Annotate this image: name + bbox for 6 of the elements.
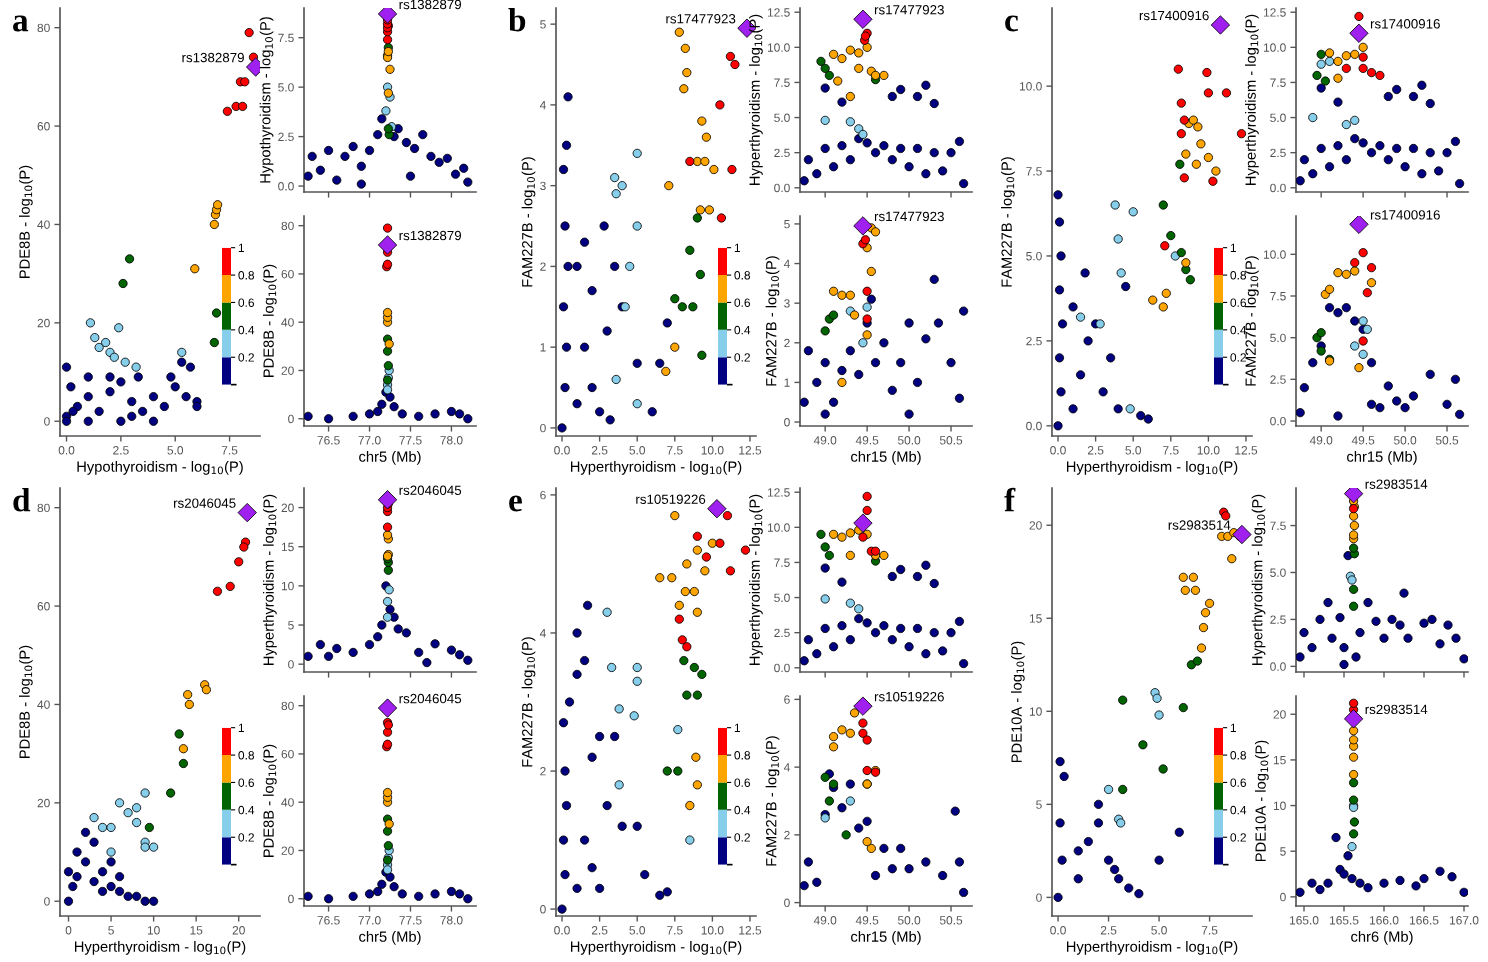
chart-title: c: [1005, 15, 1018, 32]
chart-title: f: [1004, 487, 1016, 512]
chart-title: e: [509, 495, 522, 512]
chart-title: d: [13, 488, 31, 512]
chart-title: b: [508, 8, 526, 32]
chart-title: a: [13, 15, 29, 32]
